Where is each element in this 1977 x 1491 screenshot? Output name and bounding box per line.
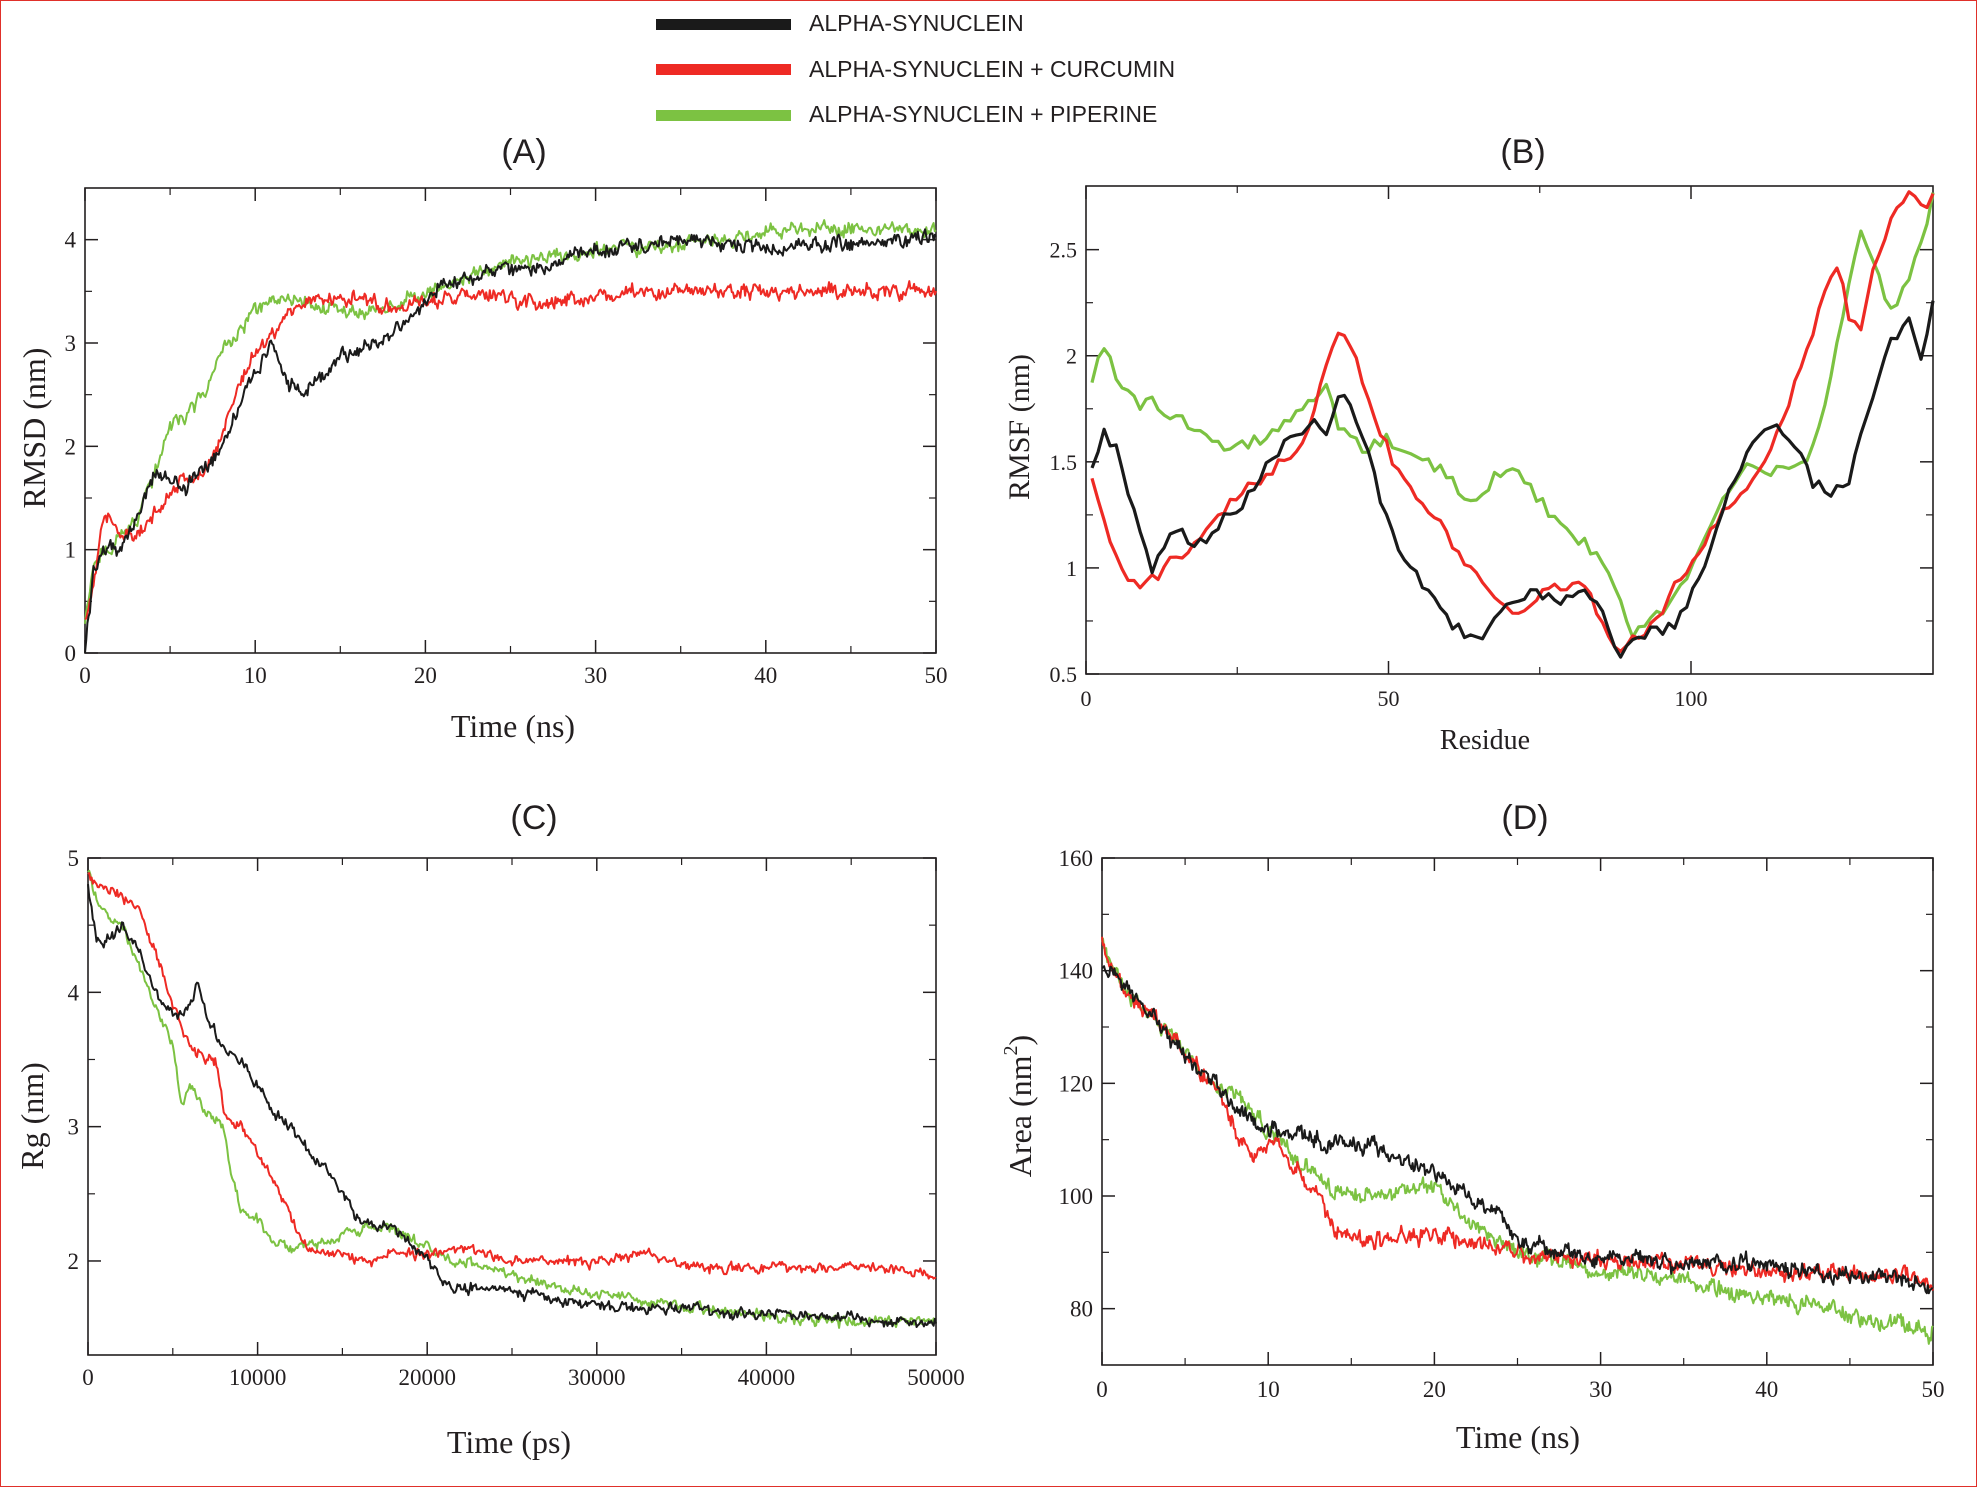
panel-d-label: (D) [1501, 799, 1548, 837]
panel-a-xtick-label: 50 [925, 663, 948, 688]
panel-b-xtick-label: 0 [1081, 686, 1092, 711]
panel-c-xtick-label: 50000 [907, 1365, 965, 1390]
panel-b-series-apo [1090, 300, 1935, 659]
panel-b-label: (B) [1500, 133, 1545, 171]
panel-b-ytick-label: 0.5 [1050, 662, 1078, 687]
panel-b-ytick-label: 2.5 [1050, 238, 1078, 263]
legend-swatch-piperine [656, 110, 791, 121]
panel-a-series-curcumin [84, 280, 937, 621]
panel-d-ytick-label: 80 [1070, 1297, 1093, 1322]
panel-b-series-curcumin [1090, 190, 1935, 654]
panel-b-ytick-label: 1.5 [1050, 450, 1078, 475]
legend-label-apo: ALPHA-SYNUCLEIN [809, 10, 1024, 36]
panel-c-series-apo [87, 884, 937, 1328]
panel-a-ylabel: RMSD (nm) [16, 348, 52, 509]
panel-b-xtick-label: 50 [1378, 686, 1400, 711]
panel-d-xtick-label: 30 [1589, 1377, 1612, 1402]
panel-b-plot-frame [1085, 185, 1934, 675]
panel-d-ytick-label: 160 [1059, 846, 1094, 871]
panel-d-ylabel-superscript: 2 [1000, 1045, 1022, 1055]
legend-swatch-apo [656, 19, 791, 30]
panel-c-ytick-label: 3 [68, 1115, 80, 1140]
panel-a-xtick-label: 30 [584, 663, 607, 688]
panel-c-ylabel: Rg (nm) [14, 1062, 50, 1170]
panel-d-ylabel-main: Area (nm [1002, 1055, 1038, 1177]
panel-b-xtick-label: 100 [1675, 686, 1708, 711]
panel-b-ylabel: RMSF (nm) [1003, 354, 1036, 500]
panel-c-ytick-label: 2 [68, 1249, 80, 1274]
panel-c-xtick-label: 10000 [229, 1365, 287, 1390]
panel-a-ytick-label: 1 [65, 538, 77, 563]
panel-b: (B) 0 50 100 0.5 1 1.5 2 2.5 Residue RMSF (nm) [1003, 133, 1935, 756]
panel-a-ytick-label: 2 [65, 434, 77, 459]
panel-a-ytick-label: 3 [65, 331, 77, 356]
panel-b-series-piperine [1090, 192, 1935, 639]
panel-c-series-piperine [87, 869, 937, 1329]
panel-c: (C) 0 10000 20000 30000 40000 50000 2 3 4 5 Time … [14, 799, 965, 1460]
panel-a-xtick-label: 0 [79, 663, 91, 688]
panel-c-xlabel: Time (ps) [447, 1424, 571, 1460]
panel-d-ytick-label: 100 [1059, 1184, 1094, 1209]
panel-c-xtick-label: 30000 [568, 1365, 626, 1390]
panel-b-ytick-label: 1 [1066, 556, 1077, 581]
panel-d-xtick-label: 10 [1257, 1377, 1280, 1402]
panel-a-label: (A) [501, 133, 546, 171]
panel-d-ytick-label: 120 [1059, 1071, 1094, 1096]
panel-a-xtick-label: 10 [244, 663, 267, 688]
panel-d-xtick-label: 50 [1922, 1377, 1945, 1402]
panel-d-series-apo [1101, 965, 1934, 1295]
legend-label-piperine: ALPHA-SYNUCLEIN + PIPERINE [809, 101, 1157, 127]
panel-b-ytick-label: 2 [1066, 344, 1077, 369]
panel-a-series-piperine [84, 219, 937, 624]
panel-a-xlabel: Time (ns) [451, 708, 575, 744]
panel-d-ylabel-suffix: ) [1002, 1035, 1038, 1046]
legend: ALPHA-SYNUCLEIN ALPHA-SYNUCLEIN + CURCUM… [656, 10, 1175, 127]
legend-swatch-curcumin [656, 64, 791, 75]
panel-d-series-piperine [1101, 937, 1934, 1345]
panel-c-xtick-label: 0 [82, 1365, 94, 1390]
panel-d-ylabel: Area (nm2) [1000, 1035, 1038, 1177]
panel-d-xlabel: Time (ns) [1456, 1419, 1580, 1455]
panel-c-label: (C) [510, 799, 557, 837]
panel-c-series-curcumin [87, 872, 937, 1280]
panel-c-ytick-label: 4 [68, 980, 80, 1005]
panel-d-series-curcumin [1101, 936, 1934, 1291]
panel-a-ytick-label: 4 [65, 228, 77, 253]
panel-c-ytick-label: 5 [68, 846, 80, 871]
legend-label-curcumin: ALPHA-SYNUCLEIN + CURCUMIN [809, 56, 1175, 82]
panel-b-xlabel: Residue [1440, 725, 1530, 756]
panel-c-xtick-label: 40000 [738, 1365, 796, 1390]
panel-d-xtick-label: 40 [1755, 1377, 1778, 1402]
panel-a: (A) 0 10 20 30 40 50 0 1 2 3 4 Time (ns) RMSD (nm) [16, 133, 948, 744]
panel-d-xtick-label: 0 [1096, 1377, 1108, 1402]
panel-a-ytick-label: 0 [65, 641, 77, 666]
panel-c-xtick-label: 20000 [398, 1365, 456, 1390]
panel-a-xtick-label: 40 [754, 663, 777, 688]
panel-d-xtick-label: 20 [1423, 1377, 1446, 1402]
panel-c-plot-frame [87, 857, 937, 1356]
panel-d-ytick-label: 140 [1059, 959, 1094, 984]
panel-a-series-apo [84, 228, 937, 653]
panel-a-xtick-label: 20 [414, 663, 437, 688]
